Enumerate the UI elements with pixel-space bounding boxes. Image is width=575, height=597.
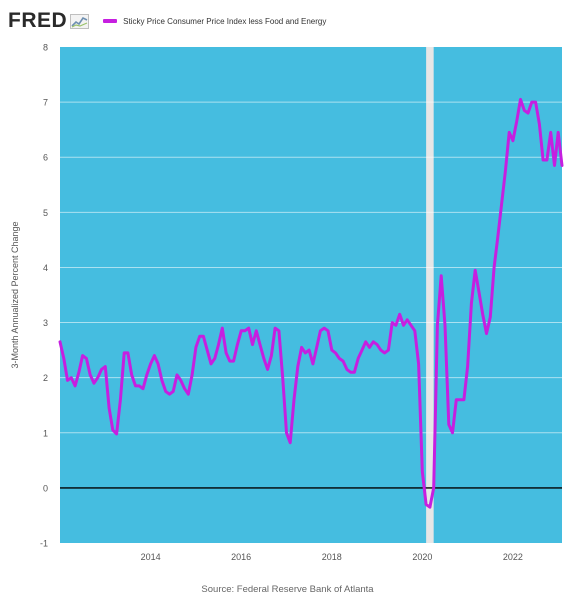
chart-legend: Sticky Price Consumer Price Index less F…: [103, 17, 326, 26]
y-tick-label: 6: [43, 153, 48, 163]
y-tick-label: 5: [43, 208, 48, 218]
chart-header: FRED Sticky Price Consumer Price Index l…: [8, 8, 326, 34]
source-note: Source: Federal Reserve Bank of Atlanta: [201, 584, 374, 595]
legend-swatch: [103, 19, 118, 23]
series-line: [58, 97, 564, 509]
legend-label: Sticky Price Consumer Price Index less F…: [123, 16, 327, 26]
y-tick-label: 7: [43, 98, 48, 108]
fred-logo[interactable]: FRED: [8, 9, 90, 33]
y-tick-label: -1: [40, 539, 48, 549]
x-tick-label: 2022: [503, 552, 523, 562]
y-tick-label: 4: [43, 263, 48, 273]
recession-band: [426, 47, 434, 543]
fred-chart-icon: [70, 13, 90, 29]
x-tick-label: 2020: [412, 552, 432, 562]
fred-logo-text: FRED: [8, 9, 68, 32]
y-tick-label: 0: [43, 483, 48, 493]
x-tick-label: 2018: [322, 552, 342, 562]
y-axis-label: 3-Month Annualized Percent Change: [10, 221, 20, 368]
plot-area: [60, 47, 562, 543]
y-tick-label: 3: [43, 318, 48, 328]
x-tick-label: 2014: [141, 552, 161, 562]
y-tick-label: 8: [43, 43, 48, 53]
y-tick-label: 1: [43, 428, 48, 438]
x-tick-label: 2016: [231, 552, 251, 562]
y-tick-label: 2: [43, 373, 48, 383]
